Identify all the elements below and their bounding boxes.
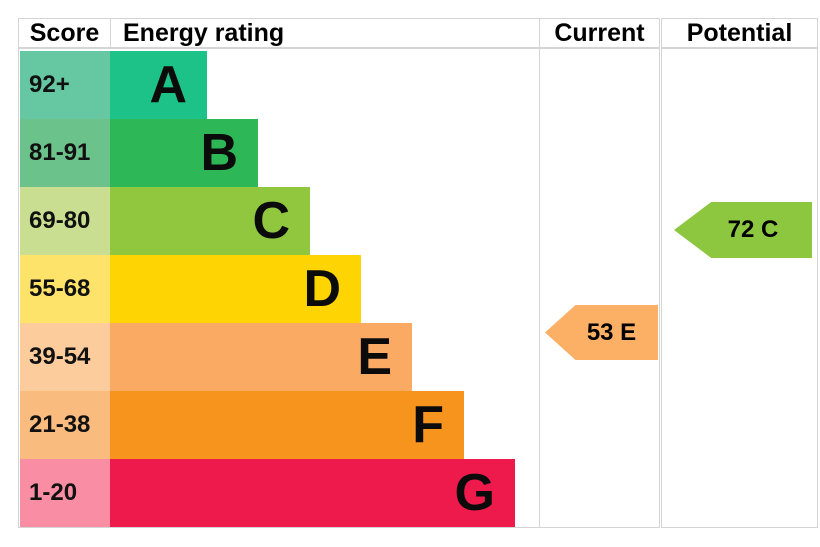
current-column: Current (539, 18, 660, 528)
band-rating-bar: B (110, 119, 258, 187)
band-row: 81-91 B (20, 119, 515, 187)
band-score-cell: 55-68 (20, 255, 110, 323)
energy-rating-column-header: Energy rating (123, 18, 285, 47)
band-score-cell: 39-54 (20, 323, 110, 391)
potential-column: Potential (661, 18, 818, 528)
table-header-row: Score Energy rating (19, 18, 539, 49)
band-score-cell: 69-80 (20, 187, 110, 255)
band-row: 69-80 C (20, 187, 515, 255)
band-score-cell: 1-20 (20, 459, 110, 527)
score-column-header: Score (29, 18, 100, 47)
rating-table: Score Energy rating 92+ A 81-91 B 69-80 … (18, 18, 539, 528)
band-score-cell: 92+ (20, 51, 110, 119)
rating-rows: 92+ A 81-91 B 69-80 C 55-68 D 39-54 E 21… (20, 51, 515, 527)
band-rating-bar: F (110, 391, 464, 459)
header-column-divider (110, 18, 111, 48)
potential-column-header: Potential (662, 19, 817, 49)
potential-rating-label: 72 C (727, 216, 779, 243)
band-rating-bar: C (110, 187, 310, 255)
band-row: 21-38 F (20, 391, 515, 459)
band-row: 92+ A (20, 51, 515, 119)
band-score-cell: 81-91 (20, 119, 110, 187)
band-row: 39-54 E (20, 323, 515, 391)
current-rating-label: 53 E (586, 318, 637, 346)
band-rating-bar: E (110, 323, 412, 391)
band-rating-bar: A (110, 51, 207, 119)
current-column-header: Current (540, 19, 659, 49)
band-row: 55-68 D (20, 255, 515, 323)
band-rating-bar: G (110, 459, 515, 527)
band-row: 1-20 G (20, 459, 515, 527)
band-rating-bar: D (110, 255, 361, 323)
band-score-cell: 21-38 (20, 391, 110, 459)
